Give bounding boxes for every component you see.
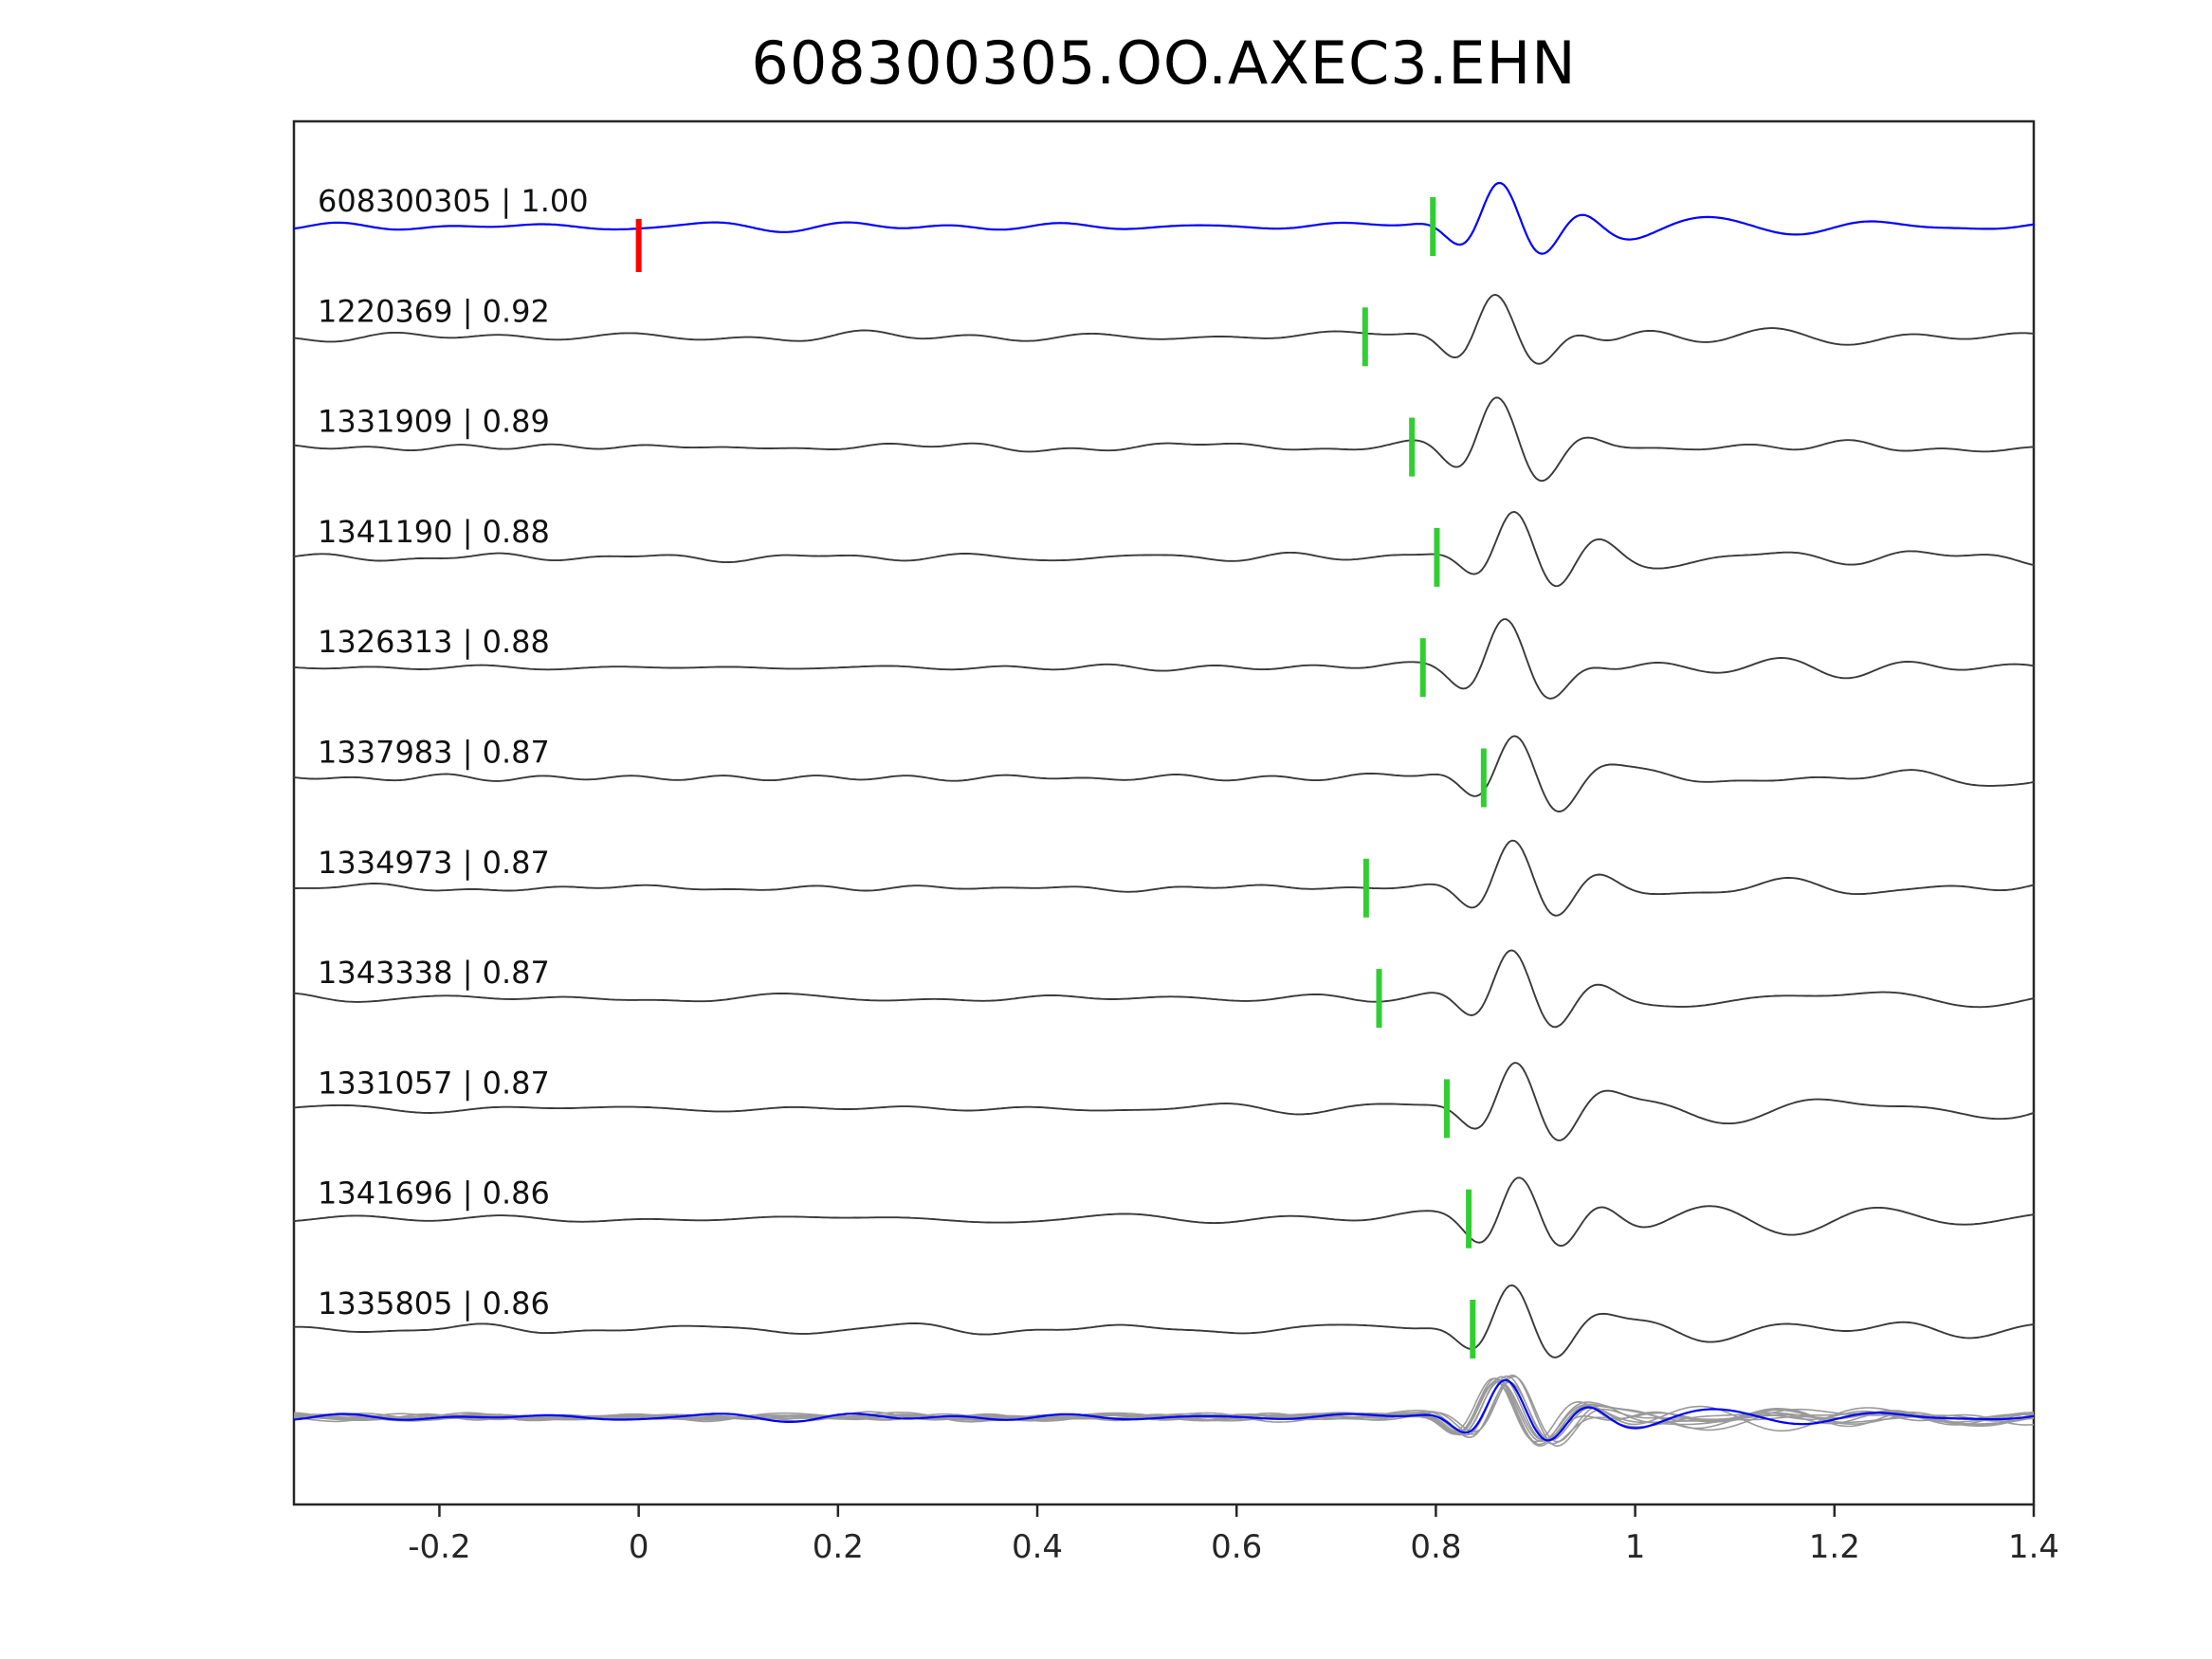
pick-marker <box>1430 197 1436 256</box>
trace-label: 1220369 | 0.92 <box>318 293 550 329</box>
detection-trace <box>293 949 2035 1029</box>
detection-trace <box>293 1062 2035 1141</box>
x-tick-label: -0.2 <box>408 1528 470 1566</box>
pick-marker <box>1362 858 1369 918</box>
overlay-detection-trace <box>293 1381 2035 1441</box>
detection-trace <box>293 293 2035 365</box>
trace-label: 1343338 | 0.87 <box>318 955 550 991</box>
detection-trace <box>293 735 2035 812</box>
x-tick-label: 0.4 <box>1012 1528 1063 1566</box>
trace-label: 1334973 | 0.87 <box>318 845 550 881</box>
overlay-detection-trace <box>293 1380 2035 1441</box>
pick-marker <box>1434 527 1440 587</box>
template-trace <box>292 181 2036 255</box>
pick-marker <box>1419 638 1426 698</box>
x-tick-label: 1.2 <box>1809 1528 1860 1566</box>
detection-trace <box>293 618 2035 700</box>
pick-marker <box>1470 1300 1476 1358</box>
trace-label: 1341696 | 0.86 <box>318 1176 550 1212</box>
x-tick-label: 1.4 <box>2008 1528 2059 1566</box>
overlay-template-trace <box>293 1378 2035 1442</box>
overlay-detection-trace <box>293 1375 2035 1445</box>
trace-label: 1331909 | 0.89 <box>318 404 550 440</box>
pick-marker <box>1376 969 1382 1029</box>
x-tick-label: 0 <box>629 1528 649 1566</box>
x-tick-label: 1 <box>1625 1528 1646 1566</box>
detection-trace <box>293 510 2035 588</box>
pick-marker <box>1409 417 1416 477</box>
overlay-detection-trace <box>293 1377 2035 1446</box>
trace-label: 1341190 | 0.88 <box>318 514 550 550</box>
axes-box <box>292 119 2036 1506</box>
detection-trace <box>293 1176 2035 1248</box>
detection-trace <box>293 839 2035 917</box>
pick-marker <box>1443 1079 1450 1139</box>
pick-marker <box>1480 748 1487 808</box>
trace-label: 1335805 | 0.86 <box>318 1285 550 1322</box>
detection-trace <box>293 1284 2035 1358</box>
detection-trace <box>293 396 2035 483</box>
x-tick-label: 0.6 <box>1211 1528 1262 1566</box>
trace-label: 1331057 | 0.87 <box>318 1065 550 1101</box>
pick-marker <box>1466 1189 1472 1249</box>
trace-label: 608300305 | 1.00 <box>318 183 589 219</box>
pick-marker <box>1362 307 1368 367</box>
x-tick-label: 0.8 <box>1410 1528 1461 1566</box>
overlay-detection-trace <box>294 1376 2035 1442</box>
trace-label: 1326313 | 0.88 <box>318 624 550 660</box>
template-origin-marker <box>635 219 642 272</box>
x-tick-label: 0.2 <box>813 1528 864 1566</box>
chart-title: 608300305.OO.AXEC3.EHN <box>751 28 1577 98</box>
trace-label: 1337983 | 0.87 <box>318 735 550 771</box>
